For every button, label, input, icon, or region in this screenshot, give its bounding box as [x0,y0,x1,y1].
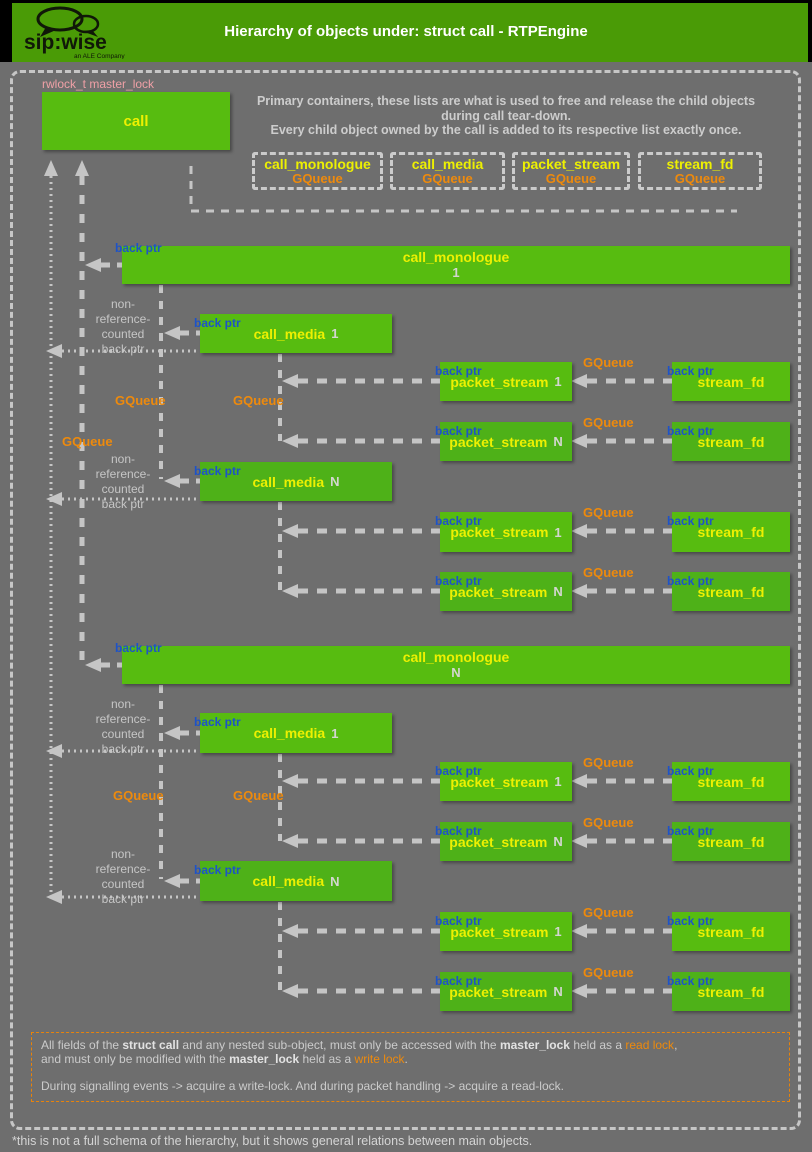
stream-fd-box: stream_fd [672,912,790,951]
master-lock-label: rwlock_t master_lock [42,77,155,91]
gqueue-label: GQueue [113,788,164,803]
gqueue-label: GQueue [583,815,634,830]
gqueue-label: GQueue [583,965,634,980]
back-ptr-label: back ptr [667,364,714,378]
back-ptr-label: back ptr [194,464,241,478]
non-ref-counted-note: non- reference- counted back ptr [95,297,151,356]
back-ptr-label: back ptr [194,715,241,729]
packet-stream-n-box: packet_stream N [440,822,572,861]
gqueue-label: GQueue [583,415,634,430]
packet-stream-n-box: packet_stream N [440,572,572,611]
back-ptr-label: back ptr [435,824,482,838]
call-box: call [42,92,230,150]
stream-fd-box: stream_fd [672,762,790,801]
non-ref-counted-note: non- reference- counted back ptr [95,452,151,511]
stream-fd-box: stream_fd [672,572,790,611]
back-ptr-label: back ptr [667,574,714,588]
back-ptr-label: back ptr [194,863,241,877]
packet-stream-1-box: packet_stream 1 [440,762,572,801]
back-ptr-label: back ptr [435,514,482,528]
footnote: *this is not a full schema of the hierar… [12,1134,533,1148]
locking-note-line2: and must only be modified with the maste… [41,1051,408,1066]
non-ref-counted-note: non- reference- counted back ptr [95,847,151,906]
logo-tagline: an ALE Company [74,53,125,59]
page-title: Hierarchy of objects under: struct call … [224,23,588,40]
call-monologue-1-box: call_monologue 1 [122,246,790,284]
packet-stream-1-box: packet_stream 1 [440,912,572,951]
stream-fd-box: stream_fd [672,422,790,461]
header-background [12,3,808,62]
packet-stream-n-box: packet_stream N [440,422,572,461]
back-ptr-label: back ptr [667,764,714,778]
gqueue-label: GQueue [583,755,634,770]
container-call-monologue: call_monologue GQueue [252,152,383,190]
stream-fd-box: stream_fd [672,362,790,401]
container-stream-fd: stream_fd GQueue [638,152,762,190]
gqueue-label: GQueue [583,505,634,520]
back-ptr-label: back ptr [115,641,162,655]
gqueue-label: GQueue [583,905,634,920]
back-ptr-label: back ptr [115,241,162,255]
back-ptr-label: back ptr [435,364,482,378]
back-ptr-label: back ptr [667,424,714,438]
gqueue-label: GQueue [583,355,634,370]
non-ref-counted-note: non- reference- counted back ptr [95,697,151,756]
back-ptr-label: back ptr [435,974,482,988]
packet-stream-1-box: packet_stream 1 [440,362,572,401]
gqueue-label: GQueue [62,434,113,449]
container-call-media: call_media GQueue [390,152,505,190]
locking-note: All fields of the struct call and any ne… [31,1032,790,1102]
speech-bubble-icon [36,6,84,32]
packet-stream-n-box: packet_stream N [440,972,572,1011]
back-ptr-label: back ptr [194,316,241,330]
gqueue-label: GQueue [115,393,166,408]
call-media-1-box: call_media 1 [200,314,392,353]
stream-fd-box: stream_fd [672,822,790,861]
call-media-n-box: call_media N [200,861,392,901]
call-media-1-box: call_media 1 [200,713,392,753]
gqueue-label: GQueue [233,788,284,803]
locking-note-line3: During signalling events -> acquire a wr… [41,1079,564,1093]
packet-stream-1-box: packet_stream 1 [440,512,572,552]
back-ptr-label: back ptr [667,824,714,838]
call-media-n-box: call_media N [200,462,392,501]
back-ptr-label: back ptr [667,974,714,988]
gqueue-label: GQueue [233,393,284,408]
header-bar: sip:wise an ALE Company Hierarchy of obj… [0,0,812,62]
primary-containers-note: Primary containers, these lists are what… [256,94,756,137]
back-ptr-label: back ptr [435,574,482,588]
logo-brand: sip:wise [24,31,107,54]
back-ptr-label: back ptr [667,914,714,928]
back-ptr-label: back ptr [667,514,714,528]
back-ptr-label: back ptr [435,424,482,438]
call-monologue-n-box: call_monologue N [122,646,790,684]
back-ptr-label: back ptr [435,764,482,778]
gqueue-label: GQueue [583,565,634,580]
back-ptr-label: back ptr [435,914,482,928]
locking-note-line1: All fields of the struct call and any ne… [41,1038,678,1052]
stream-fd-box: stream_fd [672,972,790,1011]
sipwise-logo: sip:wise an ALE Company [16,5,126,64]
container-packet-stream: packet_stream GQueue [512,152,630,190]
diagram-frame [10,70,801,1130]
stream-fd-box: stream_fd [672,512,790,552]
